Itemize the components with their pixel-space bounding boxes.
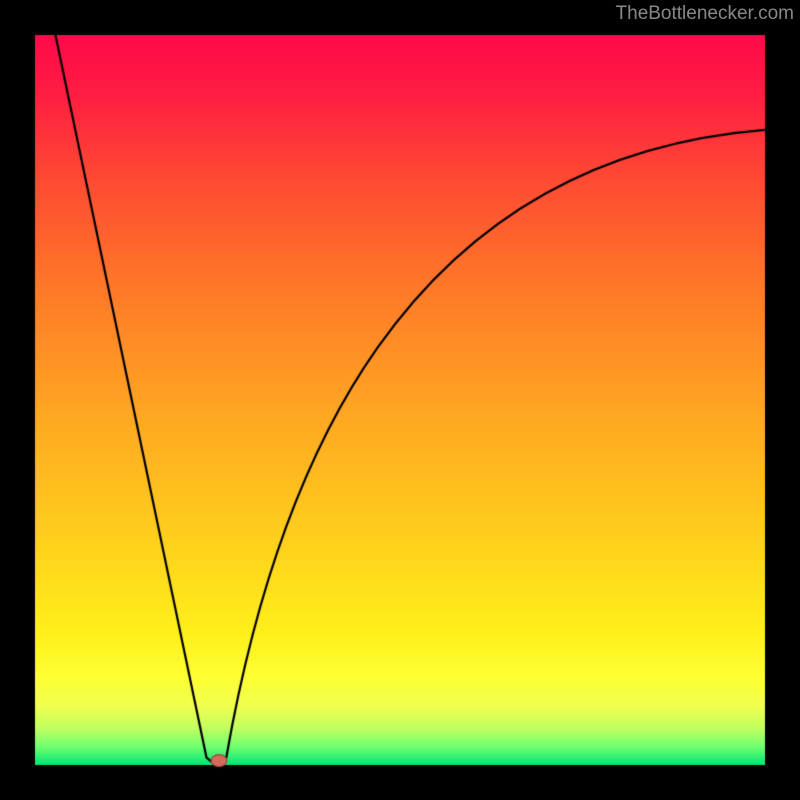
chart-root: TheBottlenecker.com [0, 0, 800, 800]
bottleneck-chart-canvas [0, 0, 800, 800]
watermark-text: TheBottlenecker.com [616, 3, 794, 25]
